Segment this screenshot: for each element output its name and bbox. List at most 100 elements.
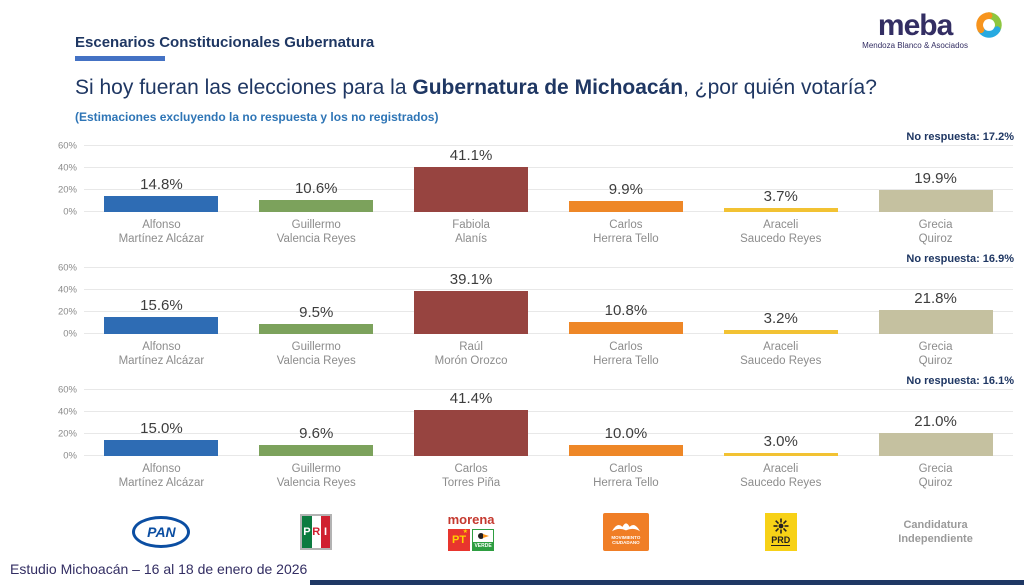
- candidate-name-line2: Quiroz: [918, 355, 953, 367]
- y-axis-tick: 60%: [57, 262, 77, 274]
- bar: [104, 195, 219, 212]
- prd-logo: PRD: [764, 513, 797, 551]
- pri-logo: P R I: [300, 514, 333, 550]
- bar-column-PRI: 9.5%: [239, 268, 394, 334]
- candidate-name-line1: Carlos: [609, 341, 643, 353]
- candidate-name-line2: Martínez Alcázar: [118, 355, 205, 367]
- gridline-20%: [84, 311, 1013, 312]
- bar-column-Morena-PT-Verde: 41.4%: [394, 390, 549, 456]
- gridline-20%: [84, 189, 1013, 190]
- y-axis-tick: 20%: [57, 428, 77, 440]
- bar-value-label: 3.0%: [763, 432, 798, 450]
- candidate-name: Grecia Quiroz: [858, 462, 1013, 490]
- prd-logo-text: PRD: [771, 535, 791, 546]
- party-cell-mc: MOVIMIENTO CIUDADANO: [548, 513, 703, 551]
- bar-value-label: 21.8%: [914, 290, 957, 308]
- study-source-label: Estudio Michoacán – 16 al 18 de enero de…: [10, 561, 308, 577]
- bar: [259, 445, 374, 456]
- no-response-label: No respuesta: 17.2%: [906, 131, 1014, 143]
- candidate-name-line1: Grecia: [918, 219, 953, 231]
- bar: [104, 439, 219, 456]
- scenario-chart-3: No respuesta: 16.1% 0% 20% 40% 60% 15.0% 9.6% 4…: [0, 375, 1024, 497]
- bar-value-label: 10.6%: [294, 180, 338, 198]
- bar-column-PRD: 3.2%: [703, 268, 858, 334]
- bar: [878, 310, 993, 334]
- candidate-name-line2: Saucedo Reyes: [740, 355, 822, 367]
- scenario-chart-2: No respuesta: 16.9% 0% 20% 40% 60% 15.6% 9.5% 3…: [0, 253, 1024, 375]
- title-suffix: , ¿por quién votaría?: [683, 76, 877, 99]
- candidate-name-line2: Morón Orozco: [434, 355, 508, 367]
- bar-column-PRI: 10.6%: [239, 146, 394, 212]
- candidate-name: Carlos Herrera Tello: [548, 218, 703, 246]
- candidate-name-line2: Saucedo Reyes: [740, 477, 822, 489]
- verde-logo: VERDE: [472, 529, 495, 551]
- candidate-names: Alfonso Martínez Alcázar Guillermo Valencia…: [84, 218, 1013, 246]
- bar-column-Movimiento Ciudadano: 9.9%: [548, 146, 703, 212]
- pt-star-icon: ★: [462, 529, 469, 535]
- y-axis-tick: 40%: [57, 162, 77, 174]
- candidate-name: Araceli Saucedo Reyes: [703, 218, 858, 246]
- prd-sun-icon: [773, 518, 789, 534]
- y-axis-tick: 0%: [63, 328, 77, 340]
- bar: [723, 452, 838, 456]
- gridline-60%: [84, 145, 1013, 146]
- pri-letter-r: R: [311, 516, 321, 548]
- bar: [568, 201, 683, 212]
- candidate-names: Alfonso Martínez Alcázar Guillermo Valencia…: [84, 462, 1013, 490]
- pri-letter-p: P: [302, 516, 312, 548]
- y-axis-tick: 40%: [57, 406, 77, 418]
- scenario-charts: No respuesta: 17.2% 0% 20% 40% 60% 14.8% 10.6%…: [0, 131, 1024, 497]
- pt-logo-text: PT: [452, 534, 467, 546]
- candidate-name-line1: Alfonso: [142, 463, 181, 475]
- candidate-names: Alfonso Martínez Alcázar Guillermo Valencia…: [84, 340, 1013, 368]
- candidate-name-line1: Alfonso: [142, 341, 181, 353]
- candidate-name-line1: Alfonso: [142, 219, 181, 231]
- pan-logo-text: PAN: [147, 524, 176, 540]
- bar: [568, 445, 683, 456]
- morena-coalition-logo: morena ★ PT VERDE: [448, 513, 495, 551]
- gridline-40%: [84, 411, 1013, 412]
- bar-value-label: 21.0%: [914, 412, 957, 430]
- bar-value-label: 3.7%: [763, 187, 798, 205]
- gridline-60%: [84, 267, 1013, 268]
- candidate-name-line1: Fabiola: [452, 219, 490, 231]
- party-cell-pan: PAN: [84, 516, 239, 548]
- no-response-label: No respuesta: 16.9%: [906, 253, 1014, 265]
- pan-logo: PAN: [132, 516, 191, 548]
- candidate-name-line1: Carlos: [609, 463, 643, 475]
- candidate-name-line2: Herrera Tello: [593, 477, 659, 489]
- gridline-40%: [84, 167, 1013, 168]
- candidate-name: Araceli Saucedo Reyes: [703, 462, 858, 490]
- y-axis-tick: 0%: [63, 450, 77, 462]
- bar: [414, 291, 529, 334]
- bar-columns: 15.6% 9.5% 39.1% 10.8% 3.2% 21.8%: [84, 268, 1013, 334]
- y-axis-tick: 0%: [63, 206, 77, 218]
- candidate-name-line1: Guillermo: [291, 463, 341, 475]
- candidate-name: Alfonso Martínez Alcázar: [84, 340, 239, 368]
- meba-logo-text: meba Mendoza Blanco & Asociados: [862, 11, 968, 51]
- candidate-name-line1: Araceli: [763, 463, 799, 475]
- bar-column-Candidatura Independiente: 19.9%: [858, 146, 1013, 212]
- bar: [414, 166, 529, 212]
- candidate-name-line2: Martínez Alcázar: [118, 477, 205, 489]
- page-subtitle: (Estimaciones excluyendo la no respuesta…: [75, 110, 439, 124]
- bar-column-Candidatura Independiente: 21.0%: [858, 390, 1013, 456]
- meba-tagline: Mendoza Blanco & Asociados: [862, 41, 968, 50]
- candidate-name: Guillermo Valencia Reyes: [239, 218, 394, 246]
- candidate-name-line2: Saucedo Reyes: [740, 233, 822, 245]
- bar-value-label: 9.9%: [608, 181, 643, 199]
- gridline-0%: [84, 211, 1013, 212]
- bar: [259, 200, 374, 212]
- candidate-name-line1: Raúl: [459, 341, 483, 353]
- candidate-name: Grecia Quiroz: [858, 218, 1013, 246]
- candidate-name-line2: Torres Piña: [441, 477, 501, 489]
- bar-column-Morena-PT-Verde: 39.1%: [394, 268, 549, 334]
- bar-value-label: 41.4%: [449, 390, 493, 408]
- bar-value-label: 41.1%: [449, 146, 493, 164]
- bar-value-label: 9.6%: [299, 425, 334, 443]
- morena-logo-text: morena: [447, 512, 495, 527]
- title-prefix: Si hoy fueran las elecciones para la: [75, 76, 413, 99]
- candidate-name-line2: Valencia Reyes: [276, 355, 356, 367]
- bar: [259, 323, 374, 334]
- candidate-name-line1: Carlos: [454, 463, 488, 475]
